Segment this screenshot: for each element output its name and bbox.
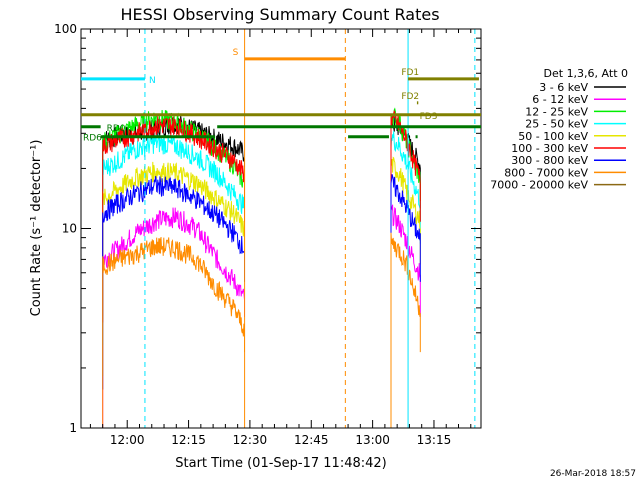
x-axis-label: Start Time (01-Sep-17 11:48:42) [175, 456, 386, 471]
x-tick-label-1: 12:15 [171, 433, 206, 447]
flag-label-s: S [233, 48, 239, 58]
x-tick-label-3: 12:45 [294, 433, 329, 447]
x-tick-label-4: 13:00 [355, 433, 390, 447]
flag-label-rd0: RD0 [107, 124, 126, 134]
y-axis-label: Count Rate (s⁻¹ detector⁻¹) [29, 140, 44, 317]
legend-label-0: 3 - 6 keV [539, 81, 588, 94]
legend-label-8: 7000 - 20000 keV [490, 179, 588, 192]
legend-title: Det 1,3,6, Att 0 [544, 67, 628, 80]
legend-label-5: 100 - 300 keV [511, 142, 588, 155]
footer-timestamp: 26-Mar-2018 18:57 [550, 469, 636, 479]
series-line-7-part-1 [390, 232, 421, 428]
flag-label-fd3: FD3 [420, 112, 438, 122]
x-tick-label-0: 12:00 [110, 433, 145, 447]
y-tick-label-1: 10 [62, 222, 77, 236]
series-line-4-part-0 [102, 161, 245, 377]
y-tick-label-2: 100 [54, 22, 77, 36]
flag-label-fd1: FD1 [401, 68, 419, 78]
series-line-5-part-1 [390, 110, 421, 323]
legend-label-7: 800 - 7000 keV [504, 166, 588, 179]
chart-title: HESSI Observing Summary Count Rates [120, 5, 439, 24]
series-line-3-part-1 [390, 131, 421, 346]
series-line-6-part-1 [390, 174, 421, 390]
y-tick-label-0: 1 [69, 421, 77, 435]
flag-label-n: N [149, 76, 156, 86]
series-line-1-part-1 [390, 204, 421, 428]
flag-label-rd6: RD6 [83, 134, 102, 144]
legend-label-1: 6 - 12 keV [532, 93, 588, 106]
series-line-1-part-0 [102, 207, 245, 428]
legend-label-4: 50 - 100 keV [518, 130, 588, 143]
series-line-5-part-0 [102, 115, 245, 323]
series-line-6-part-0 [102, 176, 245, 390]
series-line-7-part-0 [102, 236, 245, 428]
x-tick-label-2: 12:30 [233, 433, 268, 447]
series-line-3-part-0 [102, 134, 245, 346]
legend-label-3: 25 - 50 keV [525, 118, 588, 131]
flag-label-fd2: FD2 [401, 92, 419, 102]
x-tick-label-5: 13:15 [417, 433, 452, 447]
series-line-4-part-1 [390, 156, 421, 377]
legend-label-6: 300 - 800 keV [511, 154, 588, 167]
legend-label-2: 12 - 25 keV [525, 105, 588, 118]
